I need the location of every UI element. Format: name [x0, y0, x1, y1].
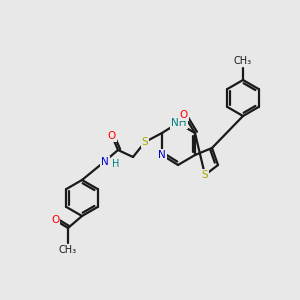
Text: O: O — [180, 110, 188, 120]
Text: CH₃: CH₃ — [59, 245, 77, 255]
Text: NH: NH — [171, 118, 187, 128]
Text: N: N — [158, 150, 166, 160]
Text: CH₃: CH₃ — [234, 56, 252, 66]
Text: O: O — [51, 215, 59, 225]
Text: H: H — [112, 159, 119, 169]
Text: O: O — [108, 131, 116, 141]
Text: S: S — [202, 170, 208, 180]
Text: N: N — [101, 157, 109, 167]
Text: S: S — [142, 137, 148, 147]
